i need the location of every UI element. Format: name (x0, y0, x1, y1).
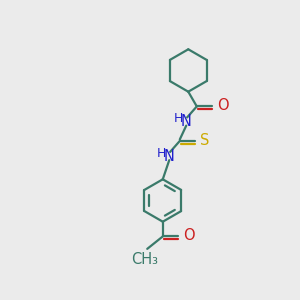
Text: N: N (181, 114, 192, 129)
Text: O: O (217, 98, 229, 113)
Text: CH₃: CH₃ (131, 252, 158, 267)
Text: S: S (200, 133, 209, 148)
Text: H: H (157, 147, 166, 160)
Text: H: H (174, 112, 183, 125)
Text: N: N (164, 149, 175, 164)
Text: O: O (183, 228, 194, 243)
